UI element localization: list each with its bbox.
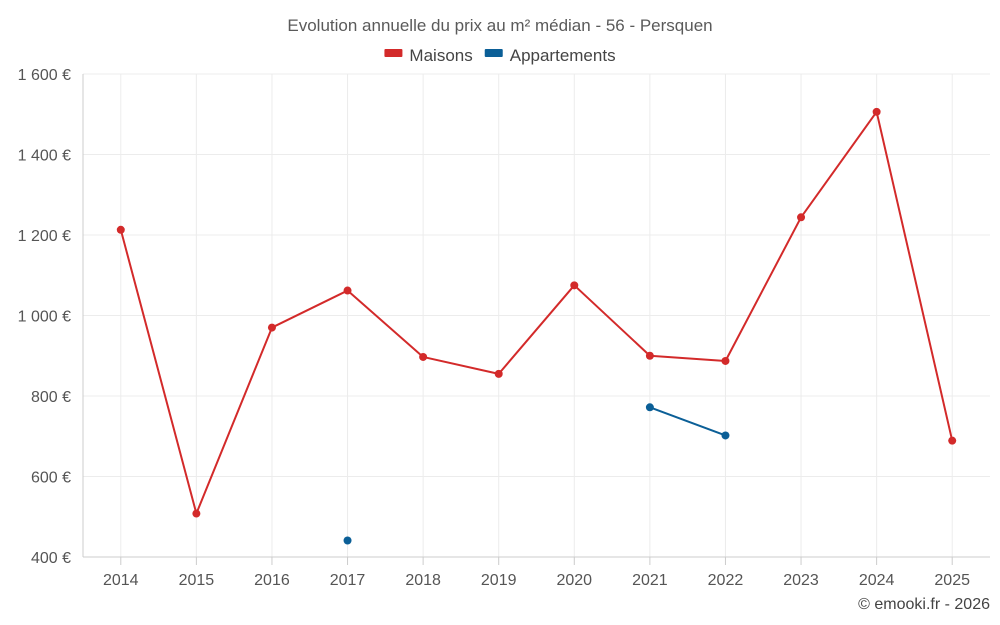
maisons-point-2023[interactable] (797, 213, 806, 222)
series-maisons (116, 107, 957, 518)
maisons-line-segment (422, 355, 500, 375)
appartements-point-2017[interactable] (343, 536, 352, 545)
y-tick-label: 800 € (31, 389, 71, 406)
grid (83, 73, 990, 557)
x-tick-label: 2014 (103, 572, 139, 589)
appartements-point-2021[interactable] (645, 403, 654, 412)
maisons-point-2019[interactable] (494, 369, 503, 378)
maisons-point-2017[interactable] (343, 286, 352, 295)
y-tick-label: 1 200 € (18, 228, 71, 245)
legend: Maisons Appartements (384, 46, 616, 65)
maisons-line-segment (270, 289, 349, 329)
maisons-line-segment (724, 216, 803, 362)
chart-title: Evolution annuelle du prix au m² médian … (287, 16, 712, 35)
maisons-point-2020[interactable] (570, 281, 579, 290)
maisons-point-2025[interactable] (948, 436, 957, 445)
x-axis: 2014 2015 2016 2017 2018 2019 2020 2021 2022 2023… (83, 556, 990, 589)
x-tick-label: 2016 (254, 572, 290, 589)
maisons-point-2014[interactable] (116, 225, 125, 234)
x-tick-label: 2017 (330, 572, 366, 589)
x-tick-label: 2022 (708, 572, 744, 589)
maisons-point-2024[interactable] (872, 107, 881, 116)
maisons-line-segment (875, 110, 954, 442)
maisons-line-segment (195, 326, 273, 515)
maisons-line-segment (119, 228, 198, 515)
x-tick-label: 2019 (481, 572, 517, 589)
maisons-point-2022[interactable] (721, 356, 730, 365)
legend-item-maisons[interactable]: Maisons (384, 46, 473, 65)
maisons-point-2016[interactable] (267, 323, 276, 332)
maisons-point-2018[interactable] (419, 352, 428, 361)
maisons-line-segment (648, 354, 727, 362)
maisons-point-2015[interactable] (192, 509, 201, 518)
appartements-point-2022[interactable] (721, 431, 730, 440)
x-tick-label: 2025 (934, 572, 970, 589)
y-tick-label: 600 € (31, 470, 71, 487)
series-layer (116, 107, 957, 545)
legend-label: Appartements (510, 46, 616, 65)
credit-text: © emooki.fr - 2026 (858, 596, 990, 613)
series-appartements (343, 403, 730, 545)
legend-swatch (384, 49, 403, 57)
maisons-line-segment (800, 110, 878, 219)
maisons-line-segment (346, 289, 425, 358)
x-tick-label: 2024 (859, 572, 895, 589)
x-tick-label: 2020 (556, 572, 592, 589)
x-tick-label: 2021 (632, 572, 668, 589)
maisons-line-segment (573, 284, 651, 357)
legend-item-appartements[interactable]: Appartements (484, 46, 616, 65)
legend-swatch (484, 49, 503, 57)
y-tick-label: 1 000 € (18, 309, 71, 326)
y-tick-label: 1 400 € (18, 148, 71, 165)
maisons-point-2021[interactable] (645, 351, 654, 360)
x-tick-label: 2015 (179, 572, 215, 589)
legend-label: Maisons (409, 46, 472, 65)
y-tick-label: 1 600 € (18, 67, 71, 84)
y-tick-label: 400 € (31, 550, 71, 567)
x-tick-label: 2023 (783, 572, 819, 589)
y-axis: 400 € 600 € 800 € 1 000 € 1 200 € 1 400 € 1 60… (18, 67, 84, 567)
appartements-line-segment (648, 406, 727, 437)
x-tick-label: 2018 (405, 572, 441, 589)
maisons-line-segment (497, 284, 576, 375)
